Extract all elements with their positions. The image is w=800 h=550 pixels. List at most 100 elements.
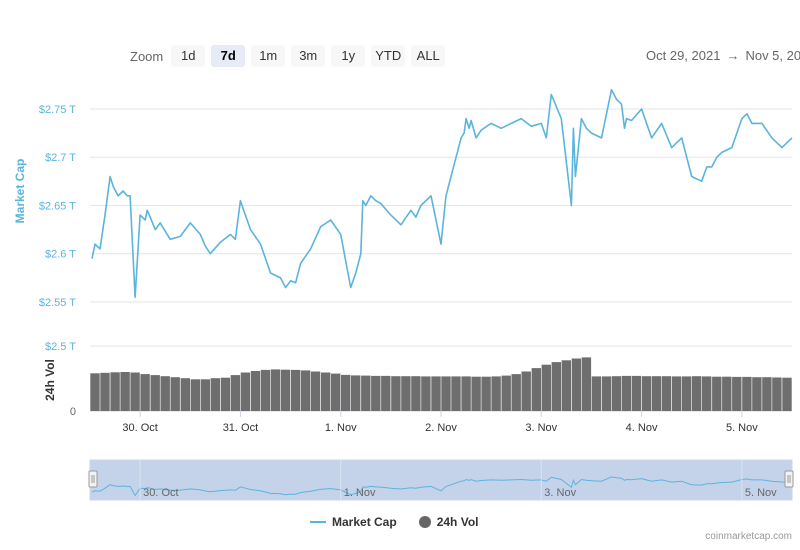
volume-bar [501,375,511,411]
legend-volume-label: 24h Vol [436,515,479,529]
x-tick-label: 3. Nov [525,422,557,434]
zoom-ytd-button[interactable]: YTD [371,45,406,67]
navigator-tick-label: 30. Oct [143,487,178,499]
range-end[interactable]: Nov 5, 2021 [745,48,800,63]
zoom-3m-button[interactable]: 3m [291,45,326,67]
volume-bar [371,375,381,411]
navigator-window[interactable] [89,459,793,501]
navigator-tick-label: 3. Nov [544,487,576,499]
x-tick-label: 1. Nov [325,422,357,434]
y-axis-title: Market Cap [13,159,27,224]
y-tick-label: $2.7 T [45,152,76,164]
volume-bar [240,372,251,411]
volume-bar [200,379,210,411]
volume-bar [531,368,541,411]
navigator-left-handle[interactable] [88,470,98,488]
volume-bar [310,371,321,411]
volume-bar [682,376,692,411]
volume-bar [742,376,752,411]
volume-bar [511,374,521,411]
volume-bar [110,372,120,411]
volume-bar [561,360,571,411]
volume-bar [461,376,471,411]
volume-bar [130,372,140,411]
volume-bar [280,369,291,411]
zoom-1y-button[interactable]: 1y [331,45,366,67]
legend-market-cap-label: Market Cap [332,515,397,529]
volume-bar [270,369,281,411]
volume-bar [551,362,561,411]
volume-bar [772,377,782,411]
volume-bar [120,372,130,411]
vol-tick-label: 0 [70,406,76,418]
volume-bar [732,376,742,411]
volume-bar [491,376,501,411]
volume-bar [220,377,231,411]
legend: Market Cap 24h Vol [310,515,478,529]
navigator-right-handle[interactable] [784,470,794,488]
volume-bar [401,376,411,411]
dot-swatch-icon [418,516,431,528]
navigator-tick-label: 5. Nov [745,487,777,499]
zoom-7d-button[interactable]: 7d [211,45,246,67]
y-tick-label: $2.75 T [39,104,76,116]
zoom-all-button[interactable]: ALL [411,45,446,67]
navigator-series-line [91,476,793,497]
volume-bar [391,376,401,411]
volume-bar [421,376,431,411]
legend-volume[interactable]: 24h Vol [418,515,479,529]
volume-bar [712,376,722,411]
volume-bar [90,373,100,411]
zoom-1d-button[interactable]: 1d [171,45,206,67]
volume-bar [661,376,672,411]
zoom-1m-button[interactable]: 1m [251,45,286,67]
volume-bar [611,376,622,411]
volume-bar [150,375,160,411]
range-arrow-icon: → [726,48,740,63]
volume-bar [481,376,491,411]
volume-bar [631,375,642,411]
x-tick-label: 2. Nov [425,422,457,434]
volume-bar [361,375,371,411]
volume-bar [331,373,341,411]
volume-bar [762,377,772,411]
legend-market-cap[interactable]: Market Cap [310,515,397,529]
volume-bar [591,376,602,411]
y-tick-label: $2.55 T [39,297,76,309]
volume-bar [641,376,652,411]
x-tick-label: 4. Nov [626,422,658,434]
volume-bar [341,374,351,411]
y-tick-label: $2.65 T [39,200,76,212]
volume-bar [451,376,461,411]
x-tick-label: 30. Oct [122,422,157,434]
volume-bar [381,375,391,411]
volume-bar [260,369,271,411]
volume-bar [140,374,150,411]
zoom-label: Zoom [130,48,164,64]
volume-bar [581,357,592,411]
volume-bar [250,371,261,411]
volume-bar [431,376,441,411]
volume-bar [300,370,311,411]
zoom-toolbar: Zoom 1d 7d 1m 3m 1y YTD ALL [130,45,446,67]
x-tick-label: 31. Oct [223,422,258,434]
volume-bar [601,376,612,411]
vol-tick-label: $2.5 T [45,341,76,353]
volume-bar [160,376,170,411]
volume-bar [351,375,361,411]
volume-bar [230,375,241,411]
volume-bar [722,376,732,411]
date-range: Oct 29, 2021 → Nov 5, 2021 [646,48,800,63]
volume-bar [210,378,220,411]
volume-bar [180,378,190,411]
line-swatch-icon [310,521,326,523]
volume-bar [190,379,200,411]
volume-bar [170,377,180,411]
volume-bar [782,377,792,411]
volume-bar [100,372,110,411]
range-start[interactable]: Oct 29, 2021 [646,48,721,63]
volume-bar [571,358,582,411]
x-tick-label: 5. Nov [726,422,758,434]
market-cap-line [91,88,793,298]
